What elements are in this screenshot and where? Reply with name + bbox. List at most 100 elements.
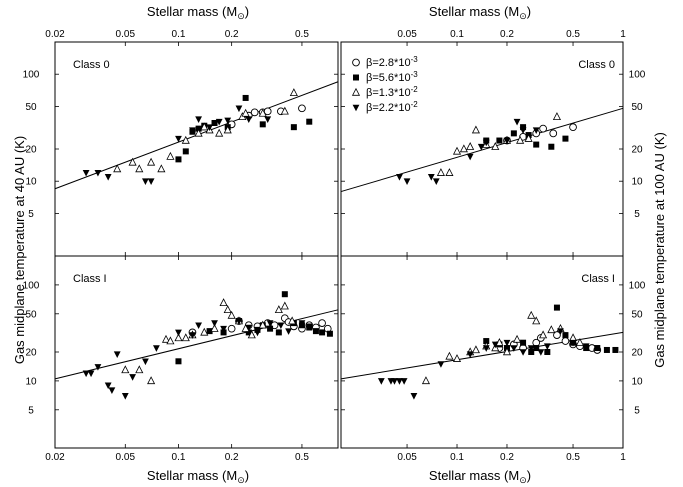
panel-title: Class 0 [578,59,615,71]
fit-line [340,331,624,380]
top-xlabel-left: Stellar mass (M⊙) [147,4,249,21]
data-point-triangle-down-filled [396,378,403,385]
data-point-triangle-down-filled [403,178,411,186]
y-tick-label: 10 [25,177,37,188]
data-point-triangle-up-open [227,310,236,319]
panel-frame [54,41,339,257]
data-point-triangle-up-open [274,305,283,314]
data-point-triangle-up-open [147,157,156,166]
data-point-triangle-down-filled [108,387,116,395]
data-point-triangle-down-filled [153,345,160,352]
data-point-square-filled [612,346,619,353]
x-tick-label: 0.2 [500,452,514,463]
data-point-triangle-down-filled [175,135,182,143]
data-point-triangle-up-open [181,333,190,342]
data-point-square-filled [594,345,601,352]
x-tick-label: 0.02 [45,452,65,463]
legend-marker-square-filled [353,74,359,81]
data-point-triangle-down-filled [175,329,182,337]
data-point-triangle-up-open [459,144,468,153]
data-point-circle-open [263,107,272,116]
data-point-triangle-up-open [288,316,297,325]
data-point-triangle-down-filled [87,370,95,378]
data-point-triangle-up-open [568,333,578,342]
x-tick-label: 0.1 [450,452,464,463]
x-tick-label: 0.05 [116,29,136,40]
data-point-circle-open [298,104,306,113]
y-tick-label: 50 [25,102,37,113]
data-point-square-filled [175,156,182,163]
data-point-triangle-up-open [452,146,462,155]
data-point-triangle-down-filled [104,173,112,181]
data-point-triangle-down-filled [220,325,227,333]
data-point-square-filled [211,119,218,126]
x-tick-label: 0.5 [566,29,580,40]
data-point-triangle-up-open [516,135,525,144]
data-point-circle-open [561,337,570,345]
data-point-triangle-down-filled [298,320,306,327]
data-point-square-filled [544,349,551,355]
x-tick-label: 0.05 [397,452,417,463]
data-point-triangle-up-open [532,316,541,325]
data-point-square-filled [281,291,288,298]
data-point-triangle-down-filled [582,343,590,350]
ylabel-left: Gas midplane temperature at 40 AU (K) [12,136,27,364]
x-tick-label: 0.5 [566,452,580,463]
data-point-square-filled [206,328,213,335]
data-point-triangle-down-filled [466,351,474,358]
y-tick-label: 100 [629,70,646,81]
data-point-circle-open [539,124,547,133]
data-point-triangle-down-filled [305,323,313,331]
data-point-square-filled [520,124,527,131]
data-point-triangle-down-filled [569,339,577,347]
data-point-triangle-down-filled [532,127,540,134]
y-tick-label: 5 [28,405,34,416]
data-point-triangle-down-filled [543,343,551,350]
bottom-xlabel-left: Stellar mass (M⊙) [147,468,249,485]
data-point-triangle-up-open [157,164,166,173]
x-tick-label: 0.1 [172,452,186,463]
y-tick-label: 100 [23,280,40,291]
data-point-circle-open [227,324,236,333]
data-point-triangle-up-open [258,108,267,117]
data-point-triangle-down-filled [437,361,445,368]
data-point-square-filled [528,349,535,355]
data-point-triangle-up-open [219,298,228,307]
data-point-triangle-down-filled [264,116,272,123]
data-point-triangle-down-filled [491,341,499,349]
data-point-triangle-up-open [466,142,475,150]
panel-title: Class I [73,273,107,285]
data-point-triangle-down-filled [211,320,218,327]
panel-top-right: 0.05 0.1 0.2 0.5 1 5 10 20 50 100 Class 0 [340,29,646,257]
data-point-triangle-up-open [181,135,190,144]
data-point-triangle-up-open [135,164,144,173]
legend-label: β=2.2*10-2 [366,100,418,114]
data-point-triangle-down-filled [147,178,155,186]
y-tick-label: 10 [631,376,643,387]
fit-line [340,107,624,193]
data-point-square-filled [562,135,569,142]
panel-title: Class 0 [73,59,110,71]
data-point-circle-open [318,319,326,327]
data-point-triangle-up-open [166,336,175,345]
panel-bottom-left: 0.02 0.05 0.1 0.2 0.5 5 10 20 50 100 Class I [23,255,339,463]
x-tick-label: 0.05 [397,29,417,40]
data-point-triangle-down-filled [215,118,223,126]
y-tick-label: 100 [629,280,646,291]
y-tick-label: 5 [634,405,640,416]
data-point-square-filled [267,325,274,332]
data-point-triangle-down-filled [527,345,535,352]
data-point-triangle-down-filled [94,364,102,371]
x-tick-label: 1 [620,452,626,463]
data-point-triangle-down-filled [482,139,490,147]
data-point-triangle-up-open [280,301,289,310]
data-point-triangle-up-open [147,376,156,385]
data-point-triangle-down-filled [113,351,121,358]
data-point-triangle-down-filled [266,320,274,327]
legend-label: β=1.3*10-2 [366,85,418,99]
data-point-square-filled [496,137,503,144]
data-point-triangle-down-filled [510,345,518,352]
data-point-triangle-down-filled [466,153,474,161]
data-point-square-filled [483,338,490,345]
data-point-triangle-down-filled [206,124,213,131]
